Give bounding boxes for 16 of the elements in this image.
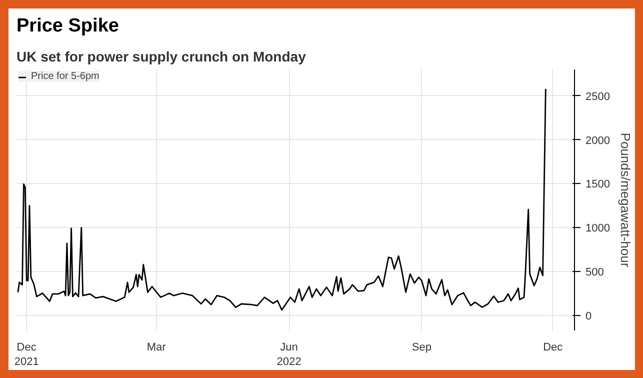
- line-series: [17, 88, 546, 311]
- y-tick-label: 0: [586, 310, 592, 323]
- x-tick-label: Mar: [146, 342, 166, 354]
- x-tick-label: Dec: [543, 342, 564, 354]
- x-tick-label: Jun 2022: [276, 342, 302, 368]
- y-tick-label: 1500: [586, 178, 610, 191]
- legend-label: Price for 5-6pm: [31, 71, 100, 82]
- x-tick-label: Dec 2021: [14, 342, 39, 368]
- y-axis-title: Pounds/megawatt-hour: [618, 132, 633, 268]
- y-tick-label: 500: [586, 266, 604, 279]
- y-tick-label: 1000: [586, 222, 610, 235]
- chart-title: Price Spike: [16, 16, 119, 36]
- chart-subtitle: UK set for power supply crunch on Monday: [16, 48, 306, 64]
- x-tick-label: Sep: [412, 342, 432, 354]
- y-tick-label: 2000: [586, 134, 610, 147]
- y-tick-label: 2500: [586, 90, 610, 103]
